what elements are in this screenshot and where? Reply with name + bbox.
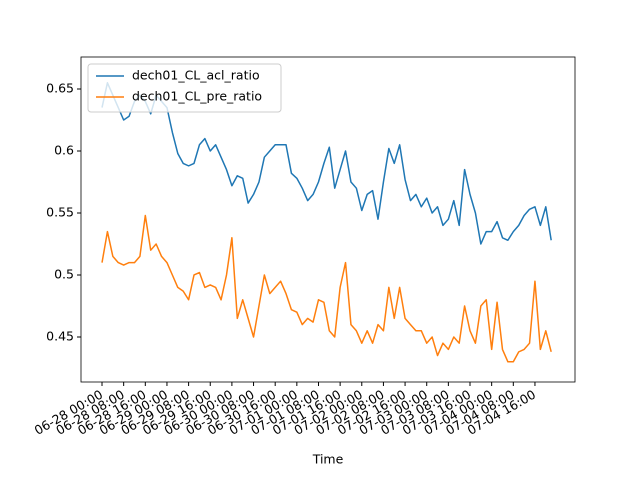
legend: dech01_CL_acl_ratio dech01_CL_pre_ratio <box>87 63 282 113</box>
legend-label: dech01_CL_acl_ratio <box>132 68 260 83</box>
line-series <box>101 82 552 245</box>
legend-label: dech01_CL_pre_ratio <box>132 89 262 104</box>
y-tick-label: 0.5 <box>54 266 74 281</box>
x-axis-label: Time <box>312 452 344 467</box>
y-tick-label: 0.6 <box>54 142 74 157</box>
plot-frame <box>80 56 576 383</box>
line-series <box>101 214 552 363</box>
y-tick-label: 0.45 <box>46 328 74 343</box>
y-tick-label: 0.65 <box>46 80 74 95</box>
legend-box <box>87 63 282 113</box>
y-tick-label: 0.55 <box>46 204 74 219</box>
